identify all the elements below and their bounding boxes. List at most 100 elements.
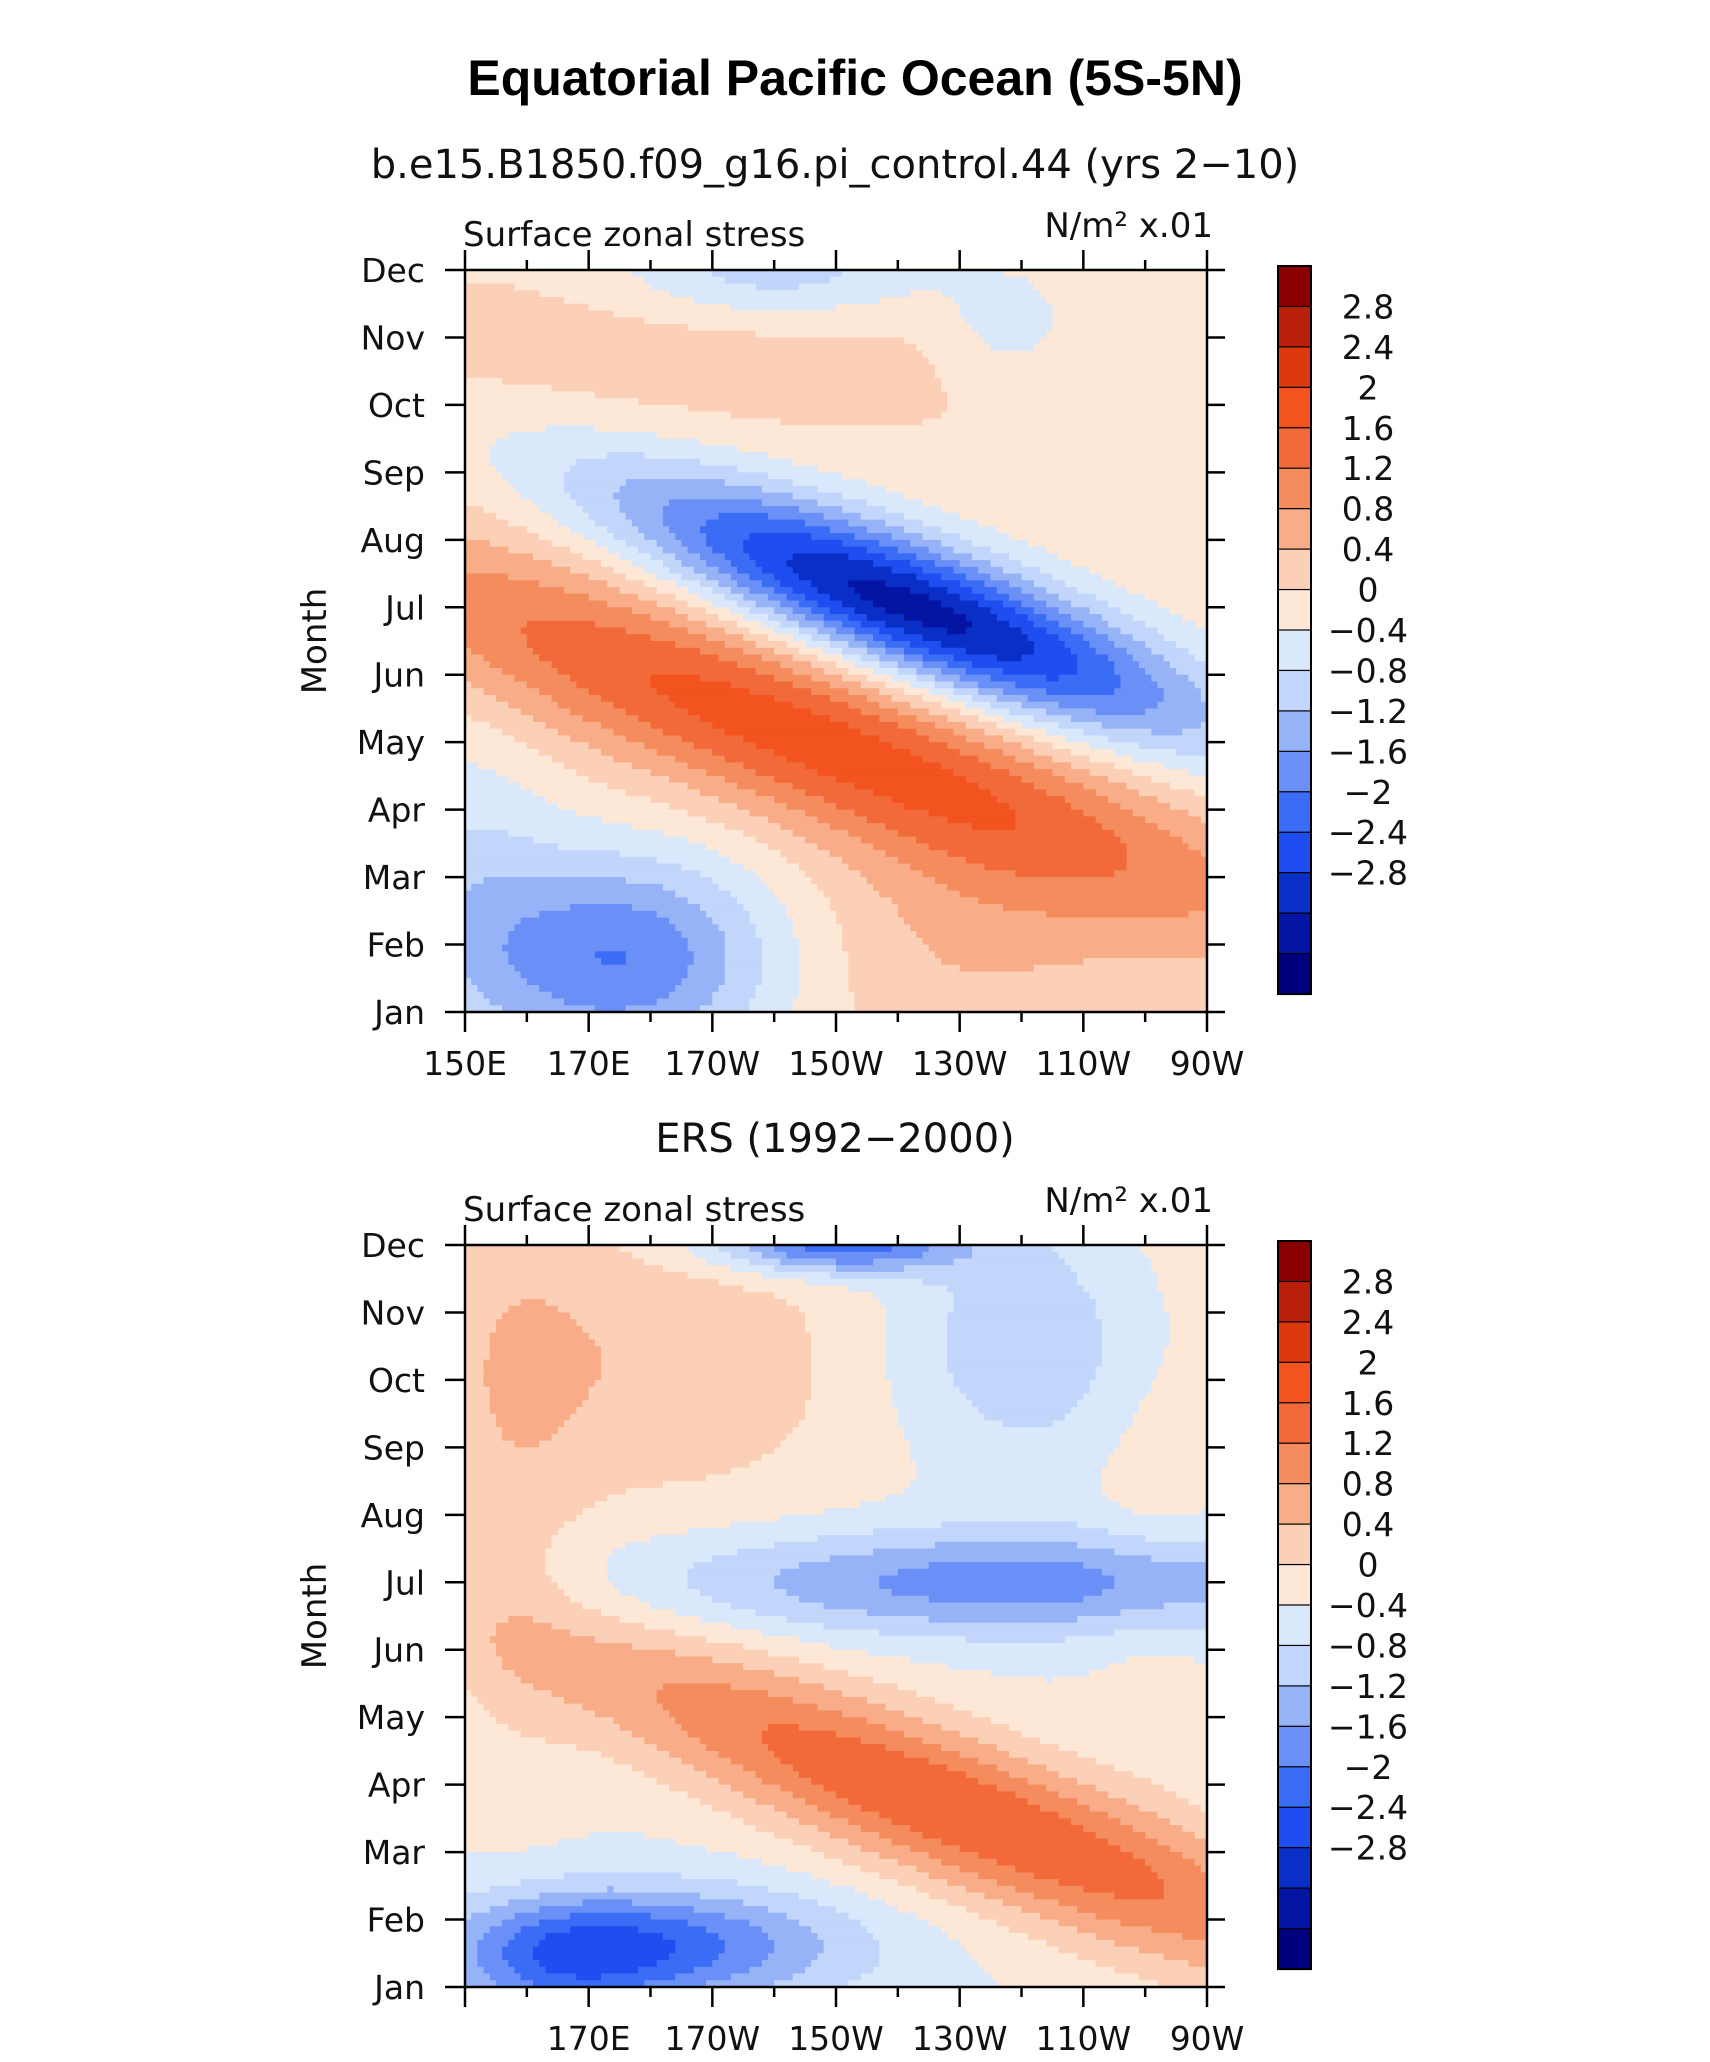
contour-cell (465, 829, 509, 838)
contour-cell (483, 877, 627, 885)
contour-cell (786, 641, 806, 649)
contour-cell (737, 661, 781, 669)
contour-cell (1040, 1912, 1097, 1921)
contour-cell (465, 1818, 744, 1826)
contour-cell (891, 566, 924, 575)
contour-cell (650, 769, 707, 777)
contour-cell (842, 931, 917, 939)
contour-cell (514, 674, 571, 683)
contour-cell (1046, 587, 1078, 595)
contour-cell (465, 317, 645, 325)
contour-cell (947, 1899, 1004, 1907)
contour-cell (897, 667, 917, 676)
contour-cell (483, 506, 540, 514)
contour-cell (1027, 276, 1207, 285)
contour-cell (928, 647, 967, 656)
contour-cell (891, 533, 924, 541)
contour-cell (502, 1919, 540, 1927)
contour-cell (563, 762, 633, 770)
contour-cell (644, 452, 769, 460)
contour-cell (854, 991, 1207, 1000)
contour-cell (489, 661, 553, 669)
contour-cell (829, 904, 899, 912)
contour-cell (922, 634, 1029, 642)
contour-cell (718, 1933, 769, 1941)
contour-cell (712, 600, 738, 608)
colorbar-swatch (1277, 346, 1312, 389)
contour-cell (842, 1710, 905, 1718)
contour-cell (465, 1865, 788, 1873)
contour-cell (465, 344, 917, 352)
contour-cell (792, 654, 819, 662)
contour-cell (669, 290, 911, 298)
contour-cell (978, 1757, 1029, 1765)
x-tick-label: 130W (912, 2019, 1008, 2058)
contour-cell (1009, 533, 1207, 541)
contour-cell (811, 634, 831, 642)
contour-cell (570, 566, 614, 575)
contour-cell (798, 958, 849, 966)
contour-cell (836, 1730, 905, 1739)
contour-cell (792, 634, 812, 642)
contour-cell (465, 431, 509, 440)
contour-cell (860, 681, 887, 689)
contour-cell (1095, 1312, 1171, 1320)
contour-cell (644, 1622, 732, 1631)
contour-cell (724, 971, 763, 979)
contour-cell (582, 1602, 652, 1610)
contour-cell (885, 1352, 948, 1361)
contour-cell (941, 1521, 1078, 1529)
contour-cell (465, 1595, 571, 1604)
contour-cell (495, 1413, 571, 1421)
contour-cell (1157, 1373, 1207, 1381)
contour-cell (489, 458, 577, 467)
contour-cell (774, 775, 837, 784)
contour-cell (687, 944, 726, 952)
contour-cell (465, 276, 645, 285)
contour-cell (1021, 600, 1047, 608)
contour-cell (774, 1582, 880, 1590)
contour-cell (625, 1541, 775, 1550)
contour-cell (916, 573, 942, 581)
contour-cell (1064, 775, 1109, 784)
contour-cell (1151, 1555, 1207, 1563)
contour-cell (706, 1258, 751, 1266)
contour-cell (798, 283, 1035, 291)
contour-cell (904, 1487, 1103, 1496)
colorbar-label: 1.2 (1342, 449, 1394, 488)
contour-cell (866, 641, 887, 649)
contour-cell (910, 1825, 1084, 1833)
contour-cell (1077, 1400, 1140, 1408)
contour-cell (730, 1265, 775, 1273)
contour-cell (743, 1899, 819, 1907)
contour-cell (631, 762, 689, 770)
contour-cell (805, 1312, 887, 1320)
contour-cell (941, 1926, 1010, 1934)
contour-cell (928, 1595, 1084, 1604)
contour-cell (1021, 573, 1054, 581)
contour-cell (1151, 1926, 1207, 1934)
colorbar-swatch (1277, 1280, 1312, 1323)
contour-cell (1138, 1245, 1207, 1253)
contour-cell (755, 836, 806, 844)
contour-cell (1009, 593, 1035, 602)
contour-cell (582, 1508, 825, 1516)
contour-cell (483, 1366, 602, 1374)
contour-cell (792, 998, 856, 1006)
contour-cell (545, 1548, 614, 1556)
contour-cell (570, 1912, 652, 1921)
contour-cell (465, 465, 497, 473)
contour-cell (1101, 721, 1202, 730)
contour-cell (465, 1508, 584, 1516)
contour-cell (539, 1906, 695, 1914)
contour-cell (539, 580, 608, 588)
contour-cell (724, 593, 744, 602)
contour-cell (829, 850, 887, 858)
contour-cell (1114, 870, 1207, 878)
contour-cell (972, 1245, 1054, 1253)
contour-cell (1021, 1906, 1078, 1914)
contour-cell (465, 991, 485, 1000)
contour-cell (928, 735, 967, 743)
contour-cell (465, 904, 571, 912)
contour-cell (545, 1568, 608, 1577)
